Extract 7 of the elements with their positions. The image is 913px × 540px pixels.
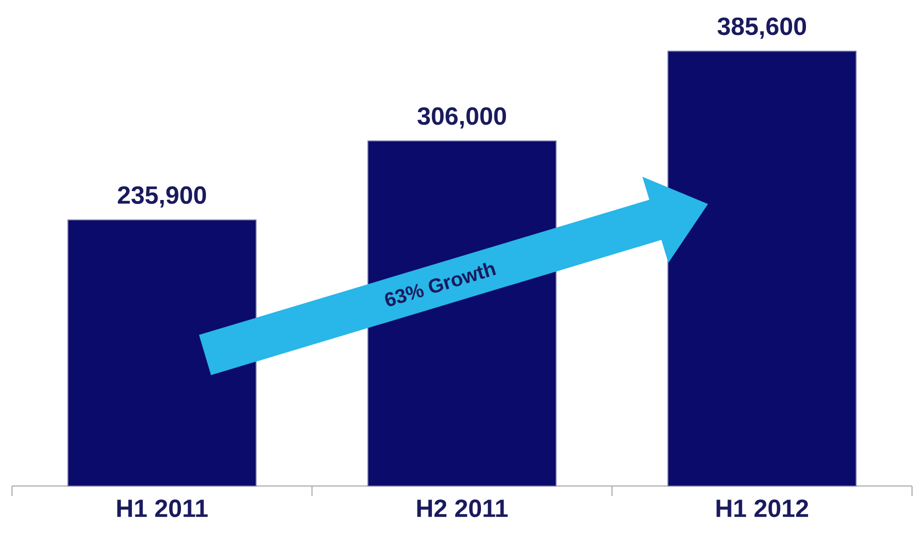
data-label: 385,600: [718, 18, 806, 39]
data-label: 306,000: [418, 107, 506, 129]
annotation: 63% Growth: [385, 262, 496, 306]
x-tick-label: H1 2011: [117, 500, 208, 518]
x-tick-label: H1 2012: [716, 500, 808, 518]
data-label: 235,900: [118, 186, 206, 208]
x-tick-label: H2 2011: [417, 500, 508, 518]
